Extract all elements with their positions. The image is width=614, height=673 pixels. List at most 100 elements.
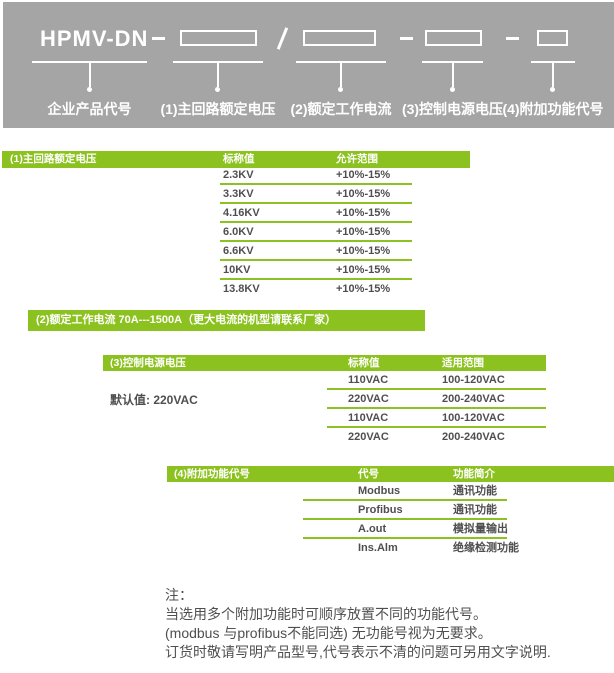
- working-current-banner: (2)额定工作电流 70A---1500A（更大电流的机型请联系厂家）: [28, 310, 425, 331]
- dash-separator-2: [400, 37, 413, 40]
- cell-nominal: 220VAC: [348, 393, 389, 405]
- leader-stem: [217, 63, 219, 87]
- table-row: 220VAC 200-240VAC: [103, 428, 546, 447]
- dash-separator-3: [506, 37, 519, 40]
- table-function-codes: (4)附加功能代号 代号 功能简介 Modbus 通讯功能 Profibus 通…: [167, 466, 614, 554]
- table-row: Modbus 通讯功能: [167, 482, 614, 501]
- cell-nominal: 3.3KV: [223, 188, 254, 200]
- leader-group-function-code: (4)附加功能代号: [502, 61, 604, 117]
- leader-group-company-code: 企业产品代号: [32, 61, 147, 117]
- cell-nominal: 10KV: [223, 264, 251, 276]
- cell-range: +10%-15%: [336, 188, 391, 200]
- table-header: (1)主回路额定电压 标称值 允许范围: [2, 151, 470, 168]
- leader-group-main-voltage: (1)主回路额定电压: [160, 61, 276, 117]
- slash-separator: [276, 27, 289, 50]
- note-line: 当选用多个附加功能时可顺序放置不同的功能代号。: [165, 606, 487, 622]
- row-divider: [327, 407, 546, 409]
- code-box-main-voltage: [180, 30, 257, 46]
- table-row: 4.16KV +10%-15%: [2, 204, 470, 223]
- col-header-nominal: 标称值: [348, 357, 380, 369]
- cell-code: Ins.Alm: [358, 542, 398, 554]
- col-header-range: 允许范围: [336, 153, 378, 165]
- group-label: (4)附加功能代号: [502, 101, 604, 117]
- leader-line: [32, 61, 147, 63]
- code-box-working-current: [303, 30, 376, 46]
- cell-nominal: 6.0KV: [223, 226, 254, 238]
- leader-line: [531, 61, 575, 63]
- leader-line: [296, 61, 386, 63]
- table-row: 110VAC 100-120VAC: [103, 371, 546, 390]
- cell-range: 200-240VAC: [442, 431, 505, 443]
- cell-range: +10%-15%: [336, 226, 391, 238]
- cell-range: 100-120VAC: [442, 412, 505, 424]
- group-label: (2)额定工作电流: [290, 101, 392, 117]
- leader-dot: [449, 87, 455, 92]
- leader-stem: [552, 63, 554, 87]
- col-header-function: 功能简介: [453, 468, 495, 480]
- cell-nominal: 110VAC: [348, 412, 389, 424]
- table-row: 10KV +10%-15%: [2, 261, 470, 280]
- table-row: 13.8KV +10%-15%: [2, 280, 470, 299]
- table-header: (4)附加功能代号 代号 功能简介: [167, 466, 614, 482]
- table-rows: 2.3KV +10%-15% 3.3KV +10%-15% 4.16KV +10…: [2, 166, 470, 299]
- cell-range: +10%-15%: [336, 264, 391, 276]
- row-divider: [220, 221, 412, 223]
- cell-function: 绝缘检测功能: [453, 542, 519, 554]
- cell-range: +10%-15%: [336, 207, 391, 219]
- note-heading: 注：: [165, 587, 193, 603]
- table-row: 220VAC 200-240VAC: [103, 390, 546, 409]
- cell-range: 200-240VAC: [442, 393, 505, 405]
- notes: 注： 当选用多个附加功能时可顺序放置不同的功能代号。 (modbus 与prof…: [165, 586, 551, 662]
- cell-nominal: 6.6KV: [223, 245, 254, 257]
- cell-nominal: 4.16KV: [223, 207, 260, 219]
- table-title: (1)主回路额定电压: [10, 153, 97, 165]
- col-header-nominal: 标称值: [223, 153, 255, 165]
- code-box-control-voltage: [425, 30, 482, 46]
- col-header-applicable-range: 适用范围: [442, 357, 484, 369]
- cell-nominal: 110VAC: [348, 374, 389, 386]
- col-header-code: 代号: [358, 468, 379, 480]
- table-rows: 110VAC 100-120VAC 220VAC 200-240VAC 110V…: [103, 371, 546, 447]
- table-row: 3.3KV +10%-15%: [2, 185, 470, 204]
- table-row: Ins.Alm 绝缘检测功能: [167, 539, 614, 558]
- leader-line: [422, 61, 483, 63]
- leader-dot: [550, 87, 555, 92]
- leader-stem: [88, 63, 91, 87]
- cell-nominal: 2.3KV: [223, 169, 254, 181]
- cell-function: 通讯功能: [453, 485, 497, 497]
- leader-dot: [86, 87, 92, 92]
- cell-code: Profibus: [358, 504, 403, 516]
- cell-range: +10%-15%: [336, 245, 391, 257]
- cell-range: 100-120VAC: [442, 374, 505, 386]
- row-divider: [327, 388, 546, 390]
- group-label: (3)控制电源电压: [401, 101, 504, 117]
- cell-range: +10%-15%: [336, 283, 391, 295]
- row-divider: [220, 240, 412, 242]
- cell-code: Modbus: [358, 485, 401, 497]
- table-control-voltage: (3)控制电源电压 标称值 适用范围 默认值: 220VAC 110VAC 10…: [103, 355, 546, 443]
- model-code-banner: HPMV-DN 企业产品代号 (1)主回路额定电压 (2)额定工作电流: [3, 2, 614, 128]
- note-line: (modbus 与profibus不能同选) 无功能号视为无要求。: [165, 625, 492, 641]
- cell-function: 模拟量输出: [453, 523, 508, 535]
- row-divider: [220, 278, 412, 280]
- cell-code: A.out: [358, 523, 387, 535]
- table-header: (3)控制电源电压 标称值 适用范围: [103, 355, 546, 371]
- product-code: HPMV-DN: [40, 26, 149, 51]
- table-row: 110VAC 100-120VAC: [103, 409, 546, 428]
- cell-nominal: 13.8KV: [223, 283, 260, 295]
- table-row: A.out 模拟量输出: [167, 520, 614, 539]
- leader-dot: [338, 87, 343, 92]
- leader-stem: [451, 63, 454, 87]
- table-title: (3)控制电源电压: [110, 357, 186, 369]
- table-row: 6.6KV +10%-15%: [2, 242, 470, 261]
- row-divider: [220, 202, 412, 204]
- row-divider: [303, 518, 507, 520]
- row-divider: [303, 537, 507, 539]
- table-rows: Modbus 通讯功能 Profibus 通讯功能 A.out 模拟量输出 In…: [167, 482, 614, 558]
- group-label: 企业产品代号: [47, 101, 132, 117]
- table-main-voltage: (1)主回路额定电压 标称值 允许范围 2.3KV +10%-15% 3.3KV…: [2, 151, 470, 295]
- code-box-function-code: [537, 30, 568, 46]
- leader-line: [173, 61, 263, 63]
- row-divider: [327, 426, 546, 428]
